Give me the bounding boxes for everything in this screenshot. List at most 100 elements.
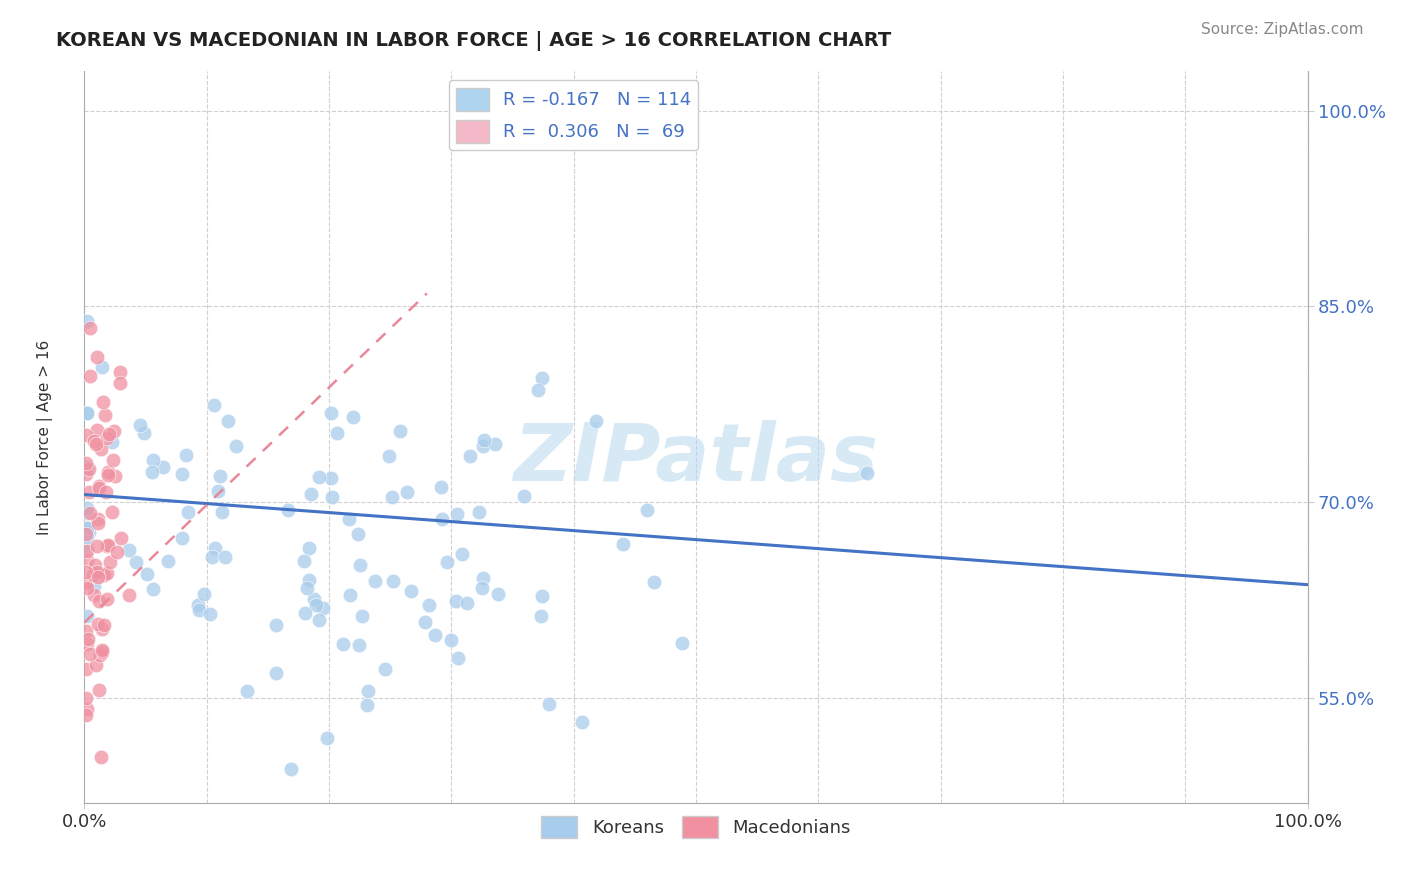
Point — [96, 485, 118, 500]
Point — [321, 471, 343, 485]
Point — [202, 398, 225, 412]
Point — [141, 466, 163, 480]
Point — [98, 556, 121, 570]
Point — [76, 500, 98, 515]
Point — [79, 369, 101, 384]
Point — [96, 539, 118, 553]
Point — [347, 638, 370, 652]
Point — [458, 449, 481, 463]
Point — [136, 566, 159, 581]
Point — [299, 487, 322, 501]
Point — [643, 575, 665, 590]
Point — [75, 427, 97, 442]
Point — [585, 413, 607, 427]
Point — [96, 591, 118, 606]
Point — [174, 448, 197, 462]
Point — [378, 449, 401, 463]
Point — [134, 425, 156, 440]
Point — [211, 505, 233, 519]
Point — [76, 552, 98, 566]
Point — [76, 521, 98, 535]
Point — [91, 642, 114, 657]
Point — [456, 596, 478, 610]
Point — [349, 558, 371, 572]
Point — [75, 707, 97, 722]
Point — [89, 682, 111, 697]
Point — [531, 589, 554, 603]
Point — [75, 575, 97, 590]
Point — [217, 414, 239, 428]
Point — [352, 608, 374, 623]
Point — [332, 637, 354, 651]
Point — [636, 502, 658, 516]
Point — [83, 579, 105, 593]
Point — [93, 568, 115, 582]
Point — [79, 484, 101, 499]
Point — [294, 606, 316, 620]
Point — [75, 690, 97, 705]
Point — [446, 594, 468, 608]
Point — [75, 456, 97, 470]
Point — [467, 506, 489, 520]
Point — [339, 589, 361, 603]
Point — [446, 507, 468, 521]
Point — [671, 636, 693, 650]
Text: Source: ZipAtlas.com: Source: ZipAtlas.com — [1201, 22, 1364, 37]
Point — [84, 658, 107, 673]
Point — [198, 607, 221, 622]
Point — [75, 624, 97, 639]
Point — [101, 435, 124, 450]
Point — [89, 481, 111, 495]
Point — [117, 588, 139, 602]
Point — [76, 314, 98, 328]
Point — [87, 516, 110, 530]
Point — [103, 452, 125, 467]
Point — [86, 539, 108, 553]
Text: In Labor Force | Age > 16: In Labor Force | Age > 16 — [37, 340, 53, 534]
Point — [152, 459, 174, 474]
Point — [527, 384, 550, 398]
Point — [472, 434, 495, 448]
Point — [76, 609, 98, 624]
Point — [90, 749, 112, 764]
Point — [89, 648, 111, 662]
Point — [280, 762, 302, 776]
Point — [321, 490, 343, 504]
Point — [472, 571, 495, 585]
Point — [432, 512, 454, 526]
Point — [856, 466, 879, 480]
Legend: Koreans, Macedonians: Koreans, Macedonians — [534, 808, 858, 845]
Point — [530, 371, 553, 385]
Point — [266, 665, 288, 680]
Point — [471, 439, 494, 453]
Point — [76, 521, 98, 535]
Point — [294, 554, 316, 568]
Point — [76, 541, 98, 556]
Point — [308, 469, 330, 483]
Point — [75, 565, 97, 579]
Point — [356, 698, 378, 713]
Point — [395, 484, 418, 499]
Point — [157, 554, 180, 568]
Point — [381, 574, 404, 589]
Point — [298, 541, 321, 556]
Point — [187, 603, 209, 617]
Point — [103, 424, 125, 438]
Point — [415, 615, 437, 630]
Point — [76, 637, 98, 651]
Point — [201, 549, 224, 564]
Point — [117, 542, 139, 557]
Point — [91, 645, 114, 659]
Point — [75, 526, 97, 541]
Point — [79, 647, 101, 661]
Point — [513, 489, 536, 503]
Point — [326, 425, 349, 440]
Point — [76, 581, 98, 595]
Point — [76, 459, 98, 474]
Point — [125, 555, 148, 569]
Point — [538, 697, 561, 711]
Point — [204, 541, 226, 555]
Point — [97, 465, 120, 479]
Point — [305, 599, 328, 613]
Point — [87, 570, 110, 584]
